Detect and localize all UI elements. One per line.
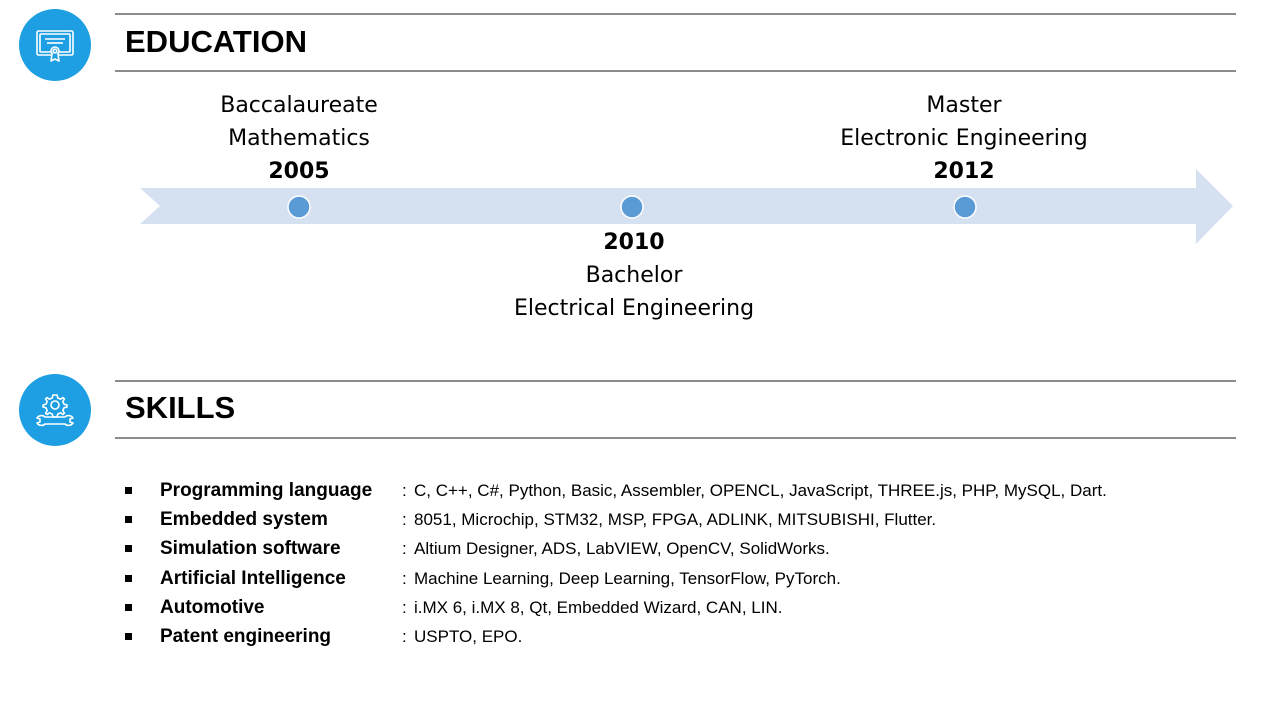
skills-bottom-rule [115, 437, 1236, 439]
skill-row-automotive: Automotive : i.MX 6, i.MX 8, Qt, Embedde… [125, 593, 1245, 622]
entry-degree: Bachelor [585, 263, 683, 288]
bullet-icon [125, 603, 132, 611]
bullet-icon [125, 574, 132, 582]
bullet-icon [125, 487, 132, 494]
skill-separator: : [402, 510, 407, 530]
skill-name: Programming language [160, 480, 373, 501]
skill-separator: : [402, 568, 407, 588]
entry-field: Mathematics [228, 126, 370, 151]
education-top-rule [115, 13, 1236, 15]
entry-year: 2005 [268, 159, 330, 184]
bullet-icon [125, 632, 132, 640]
skill-row-patent: Patent engineering : USPTO, EPO. [125, 622, 1245, 651]
skill-name: Embedded system [160, 509, 328, 531]
bullet-icon [125, 516, 132, 524]
entry-degree: Baccalaureate [220, 93, 378, 118]
entry-field: Electrical Engineering [513, 296, 755, 321]
education-entry-2010: 2010 Bachelor Electrical Engineering [484, 226, 784, 325]
skill-values: Altium Designer, ADS, LabVIEW, OpenCV, S… [414, 539, 830, 559]
gear-wrench-icon [19, 374, 91, 446]
education-bottom-rule [115, 70, 1236, 72]
timeline-dot-2005 [287, 195, 311, 219]
entry-field: Electronic Engineering [840, 126, 1088, 151]
skills-title: SKILLS [125, 390, 236, 425]
entry-degree: Master [926, 93, 1002, 118]
skill-values: C, C++, C#, Python, Basic, Assembler, OP… [414, 481, 1107, 500]
skill-separator: : [402, 539, 407, 559]
timeline-dot-2010 [620, 195, 644, 219]
skills-top-rule [115, 380, 1236, 382]
bullet-icon [125, 545, 132, 553]
education-title: EDUCATION [125, 24, 307, 59]
skill-separator: : [402, 597, 407, 617]
timeline-arrow [140, 169, 1233, 244]
skill-name: Artificial Intelligence [160, 567, 346, 589]
skill-name: Automotive [160, 596, 265, 618]
skill-row-programming: Programming language : C, C++, C#, Pytho… [125, 476, 1245, 505]
skill-separator: : [402, 626, 407, 646]
skill-name: Simulation software [160, 538, 341, 560]
education-entry-2005: Baccalaureate Mathematics 2005 [149, 89, 449, 188]
skills-list: Programming language : C, C++, C#, Pytho… [125, 476, 1245, 651]
entry-year: 2012 [933, 159, 995, 184]
timeline-arrow-shape [140, 169, 1233, 244]
entry-year: 2010 [603, 230, 665, 255]
skill-values: Machine Learning, Deep Learning, TensorF… [414, 568, 841, 588]
skill-values: 8051, Microchip, STM32, MSP, FPGA, ADLIN… [414, 510, 937, 530]
skill-row-ai: Artificial Intelligence : Machine Learni… [125, 564, 1245, 593]
education-entry-2012: Master Electronic Engineering 2012 [814, 89, 1114, 188]
timeline-dot-2012 [953, 195, 977, 219]
skill-row-embedded: Embedded system : 8051, Microchip, STM32… [125, 505, 1245, 534]
skill-row-simulation: Simulation software : Altium Designer, A… [125, 534, 1245, 563]
skill-separator: : [402, 481, 407, 500]
skill-values: i.MX 6, i.MX 8, Qt, Embedded Wizard, CAN… [414, 597, 783, 617]
skill-name: Patent engineering [160, 625, 332, 647]
skill-values: USPTO, EPO. [414, 626, 523, 646]
certificate-icon [19, 9, 91, 81]
